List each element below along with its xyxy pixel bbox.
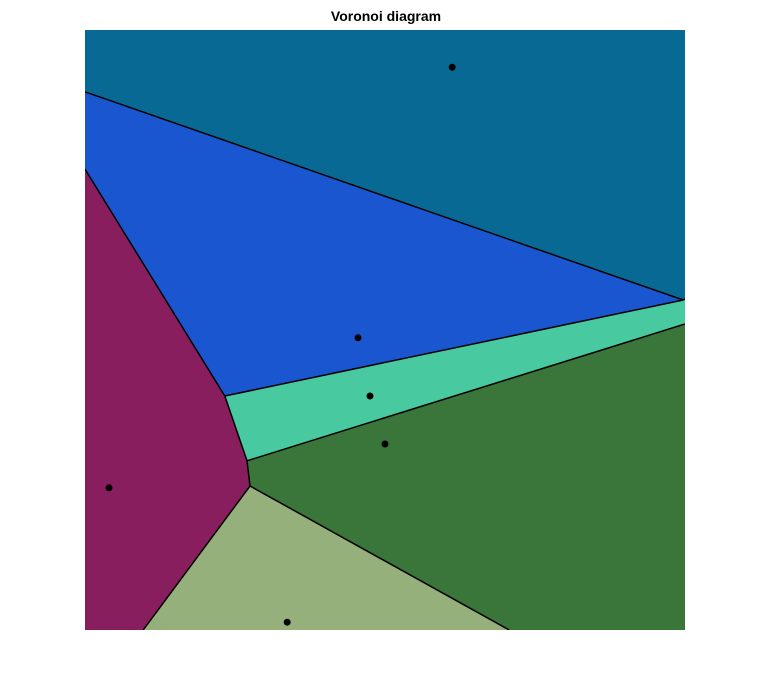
voronoi-site-site-6 <box>283 618 291 626</box>
voronoi-site-site-2 <box>354 334 362 342</box>
voronoi-edge-5 <box>224 395 248 462</box>
voronoi-edge-1 <box>85 91 684 301</box>
edges-layer <box>85 91 685 630</box>
voronoi-site-site-3 <box>366 392 374 400</box>
voronoi-cell-site-4 <box>247 324 685 630</box>
voronoi-cell-site-2 <box>85 91 684 397</box>
voronoi-plot <box>85 30 685 630</box>
voronoi-cell-site-1 <box>85 30 685 300</box>
voronoi-cell-site-3 <box>224 298 685 461</box>
voronoi-edge-2 <box>682 298 685 301</box>
voronoi-edge-6 <box>246 323 685 462</box>
voronoi-edge-4 <box>85 168 226 397</box>
cells-layer <box>85 30 685 630</box>
chart-title: Voronoi diagram <box>330 8 442 24</box>
voronoi-edge-7 <box>246 460 251 487</box>
voronoi-edge-3 <box>224 299 684 397</box>
sites-layer <box>105 63 456 626</box>
voronoi-edge-9 <box>249 485 510 630</box>
voronoi-site-site-4 <box>381 440 389 448</box>
voronoi-cell-site-6 <box>143 486 510 630</box>
voronoi-cell-site-5 <box>85 169 250 630</box>
voronoi-site-site-1 <box>448 63 456 71</box>
voronoi-site-site-5 <box>105 484 113 492</box>
voronoi-edge-8 <box>142 485 251 630</box>
